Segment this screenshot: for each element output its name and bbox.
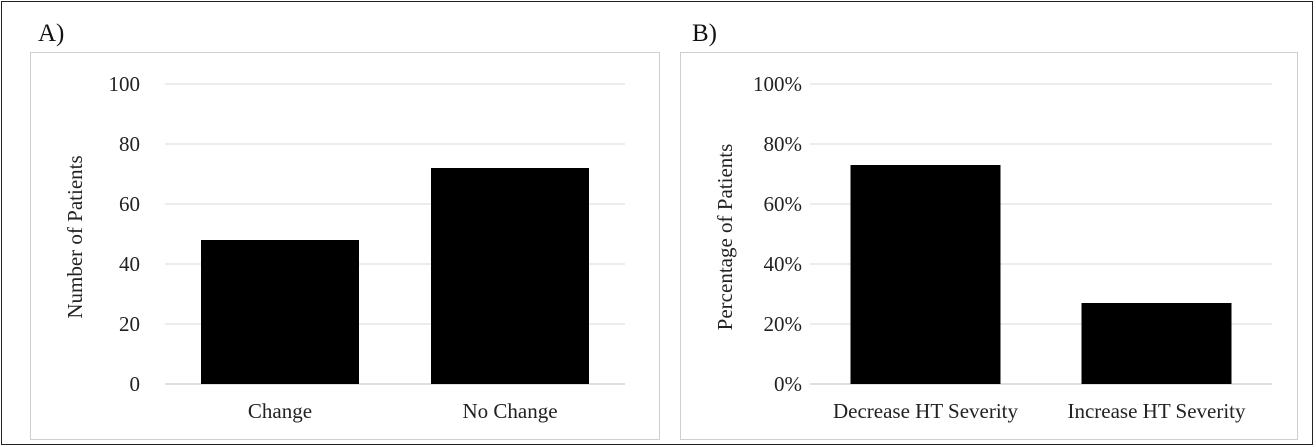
chart-a-ytick-label: 60 bbox=[119, 192, 140, 216]
chart-b-ytick-label: 40% bbox=[764, 252, 803, 276]
panel-b-letter: B) bbox=[692, 20, 717, 47]
chart-b-bar bbox=[1081, 303, 1232, 384]
chart-a-ytick-label: 40 bbox=[119, 252, 140, 276]
chart-a-ylabel: Number of Patients bbox=[63, 155, 87, 318]
chart-b-ytick-label: 60% bbox=[764, 192, 803, 216]
chart-b-bar bbox=[850, 165, 1001, 384]
chart-a-ytick-label: 20 bbox=[119, 312, 140, 336]
chart-a-ytick-label: 0 bbox=[130, 372, 141, 396]
chart-b-category-label: Increase HT Severity bbox=[1067, 399, 1246, 423]
chart-a-bar bbox=[201, 240, 359, 384]
chart-a-ytick-label: 80 bbox=[119, 132, 140, 156]
chart-b-category-label: Decrease HT Severity bbox=[833, 399, 1019, 423]
chart-a-ytick-label: 100 bbox=[109, 72, 141, 96]
chart-a-category-label: No Change bbox=[462, 399, 557, 423]
chart-b-ylabel: Percentage of Patients bbox=[713, 144, 737, 331]
chart-b-ytick-label: 0% bbox=[774, 372, 802, 396]
chart-b-ytick-label: 80% bbox=[764, 132, 803, 156]
chart-b-ytick-label: 20% bbox=[764, 312, 803, 336]
panel-a-letter: A) bbox=[38, 20, 65, 47]
panel-b-frame bbox=[680, 52, 1298, 440]
chart-b-ytick-label: 100% bbox=[753, 72, 802, 96]
panel-a-frame bbox=[30, 52, 660, 440]
chart-a-category-label: Change bbox=[248, 399, 312, 423]
chart-a-bar bbox=[431, 168, 589, 384]
